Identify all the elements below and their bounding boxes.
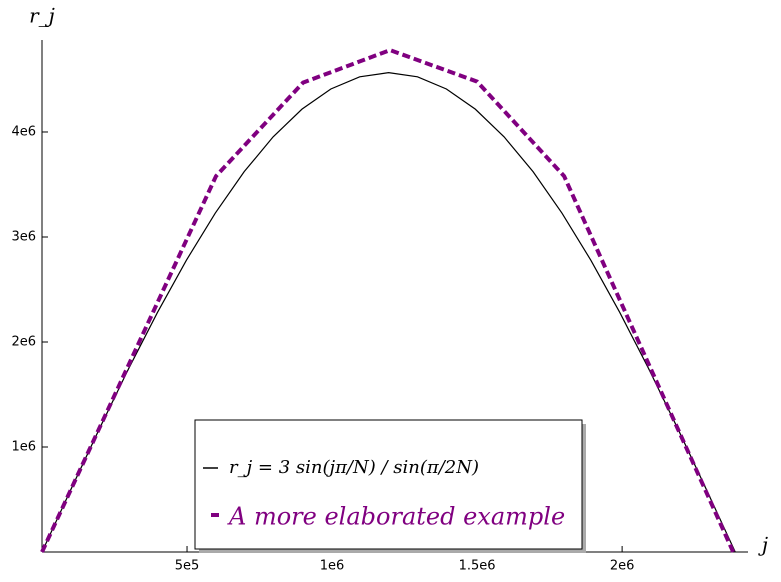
y-tick-label: 2e6 <box>11 334 36 349</box>
x-axis-label: j <box>758 533 768 557</box>
x-tick-label: 1e6 <box>320 559 345 574</box>
legend-box <box>194 419 583 550</box>
y-tick-label: 4e6 <box>11 124 36 139</box>
legend-label: r_j = 3 sin(jπ/N) / sin(π/2N) <box>229 457 479 478</box>
x-tick-label: 5e5 <box>175 559 200 574</box>
x-tick-label: 2e6 <box>610 559 635 574</box>
x-tick-label: 1.5e6 <box>459 559 496 574</box>
y-tick-label: 3e6 <box>11 229 36 244</box>
series-line <box>41 72 736 553</box>
y-axis-label: r_j <box>29 4 55 28</box>
series-line <box>40 47 736 553</box>
legend-label: A more elaborated example <box>227 503 565 531</box>
y-tick-label: 1e6 <box>11 439 36 454</box>
